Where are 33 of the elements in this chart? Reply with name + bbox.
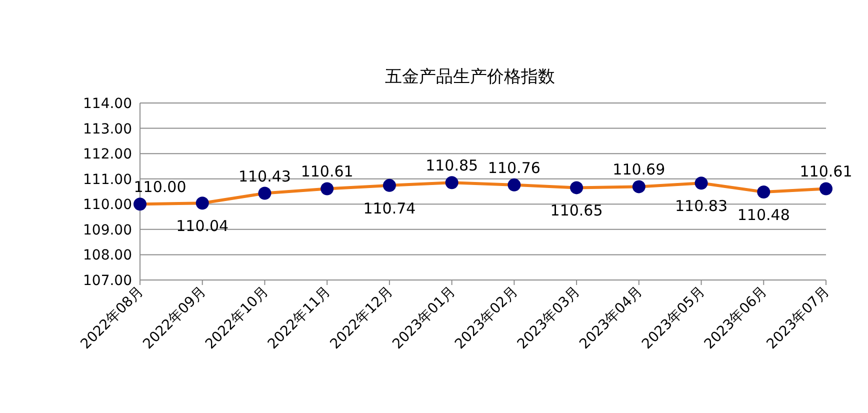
data-label: 110.69 [612, 160, 666, 179]
point [382, 178, 396, 192]
point [320, 182, 334, 196]
data-label: 110.83 [675, 197, 728, 216]
y-tick-label: 112.00 [83, 146, 132, 163]
data-label: 110.65 [550, 202, 603, 220]
data-label: 110.61 [800, 162, 852, 181]
data-label: 110.74 [363, 199, 416, 218]
point [757, 186, 770, 199]
point [694, 176, 708, 190]
data-label: 110.61 [300, 162, 354, 181]
data-label: 110.48 [737, 206, 790, 224]
y-tick-label: 108.00 [83, 248, 132, 264]
data-label: 110.00 [134, 178, 186, 196]
y-tick-label: 109.00 [83, 222, 132, 238]
data-label: 110.04 [176, 217, 229, 236]
point [820, 182, 832, 196]
point [570, 181, 584, 194]
chart-title: 五金产品生产价格指数 [385, 67, 555, 87]
y-tick-label: 113.00 [83, 121, 132, 138]
y-tick-label: 114.00 [83, 96, 132, 112]
y-tick-label: 107.00 [83, 273, 132, 289]
point [258, 186, 272, 200]
data-label: 110.43 [238, 167, 291, 186]
data-label: 110.76 [488, 158, 540, 177]
point [508, 178, 521, 192]
data-label: 110.85 [426, 156, 478, 175]
point [632, 180, 646, 194]
point [196, 196, 209, 210]
point [445, 176, 458, 190]
y-tick-label: 110.00 [83, 197, 132, 214]
point [134, 198, 146, 211]
y-tick-label: 111.00 [83, 172, 132, 188]
